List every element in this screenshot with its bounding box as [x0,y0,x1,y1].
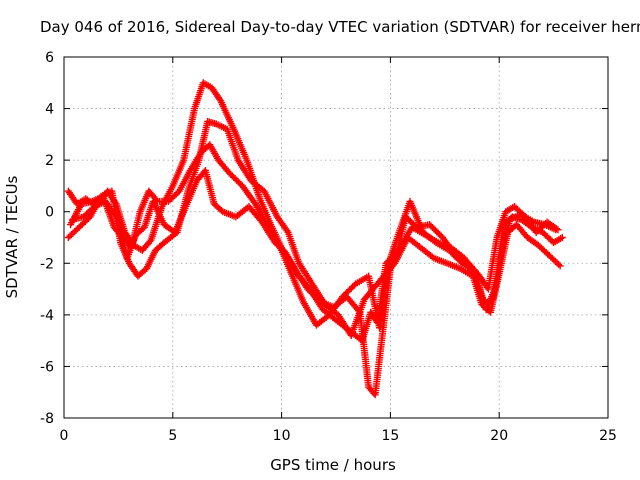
data-point [555,260,563,268]
y-tick-label: -4 [40,308,54,324]
y-tick-label: -8 [40,411,54,427]
series-track-1 [64,79,566,399]
x-tick-label: 20 [490,428,508,444]
data-point [216,95,224,103]
y-tick-label: 2 [45,153,54,169]
x-tick-label: 10 [273,428,291,444]
x-tick-label: 25 [599,428,617,444]
chart-title: Day 046 of 2016, Sidereal Day-to-day VTE… [40,18,640,36]
data-point [558,234,566,241]
data-point [391,250,399,258]
axis-ticks: 0 5 10 15 20 25 -8 -6 -4 -2 0 2 4 6 [40,50,617,444]
y-tick-label: 0 [45,205,54,221]
data-point [552,225,560,233]
y-tick-label: -2 [40,256,54,272]
data-marks [64,79,566,399]
y-axis-label: SDTVAR / TECUs [3,175,21,298]
x-tick-label: 15 [381,428,399,444]
plot-frame [63,56,609,419]
data-point [411,222,419,230]
y-tick-label: 6 [45,50,54,66]
x-tick-label: 0 [60,428,69,444]
series-track-4 [69,166,562,345]
y-tick-label: -6 [40,359,54,375]
y-tick-label: 4 [45,102,54,118]
data-point [554,226,562,234]
x-tick-label: 5 [168,428,177,444]
x-axis-label: GPS time / hours [270,456,396,474]
series-track-3 [67,141,560,332]
data-point [556,262,564,270]
